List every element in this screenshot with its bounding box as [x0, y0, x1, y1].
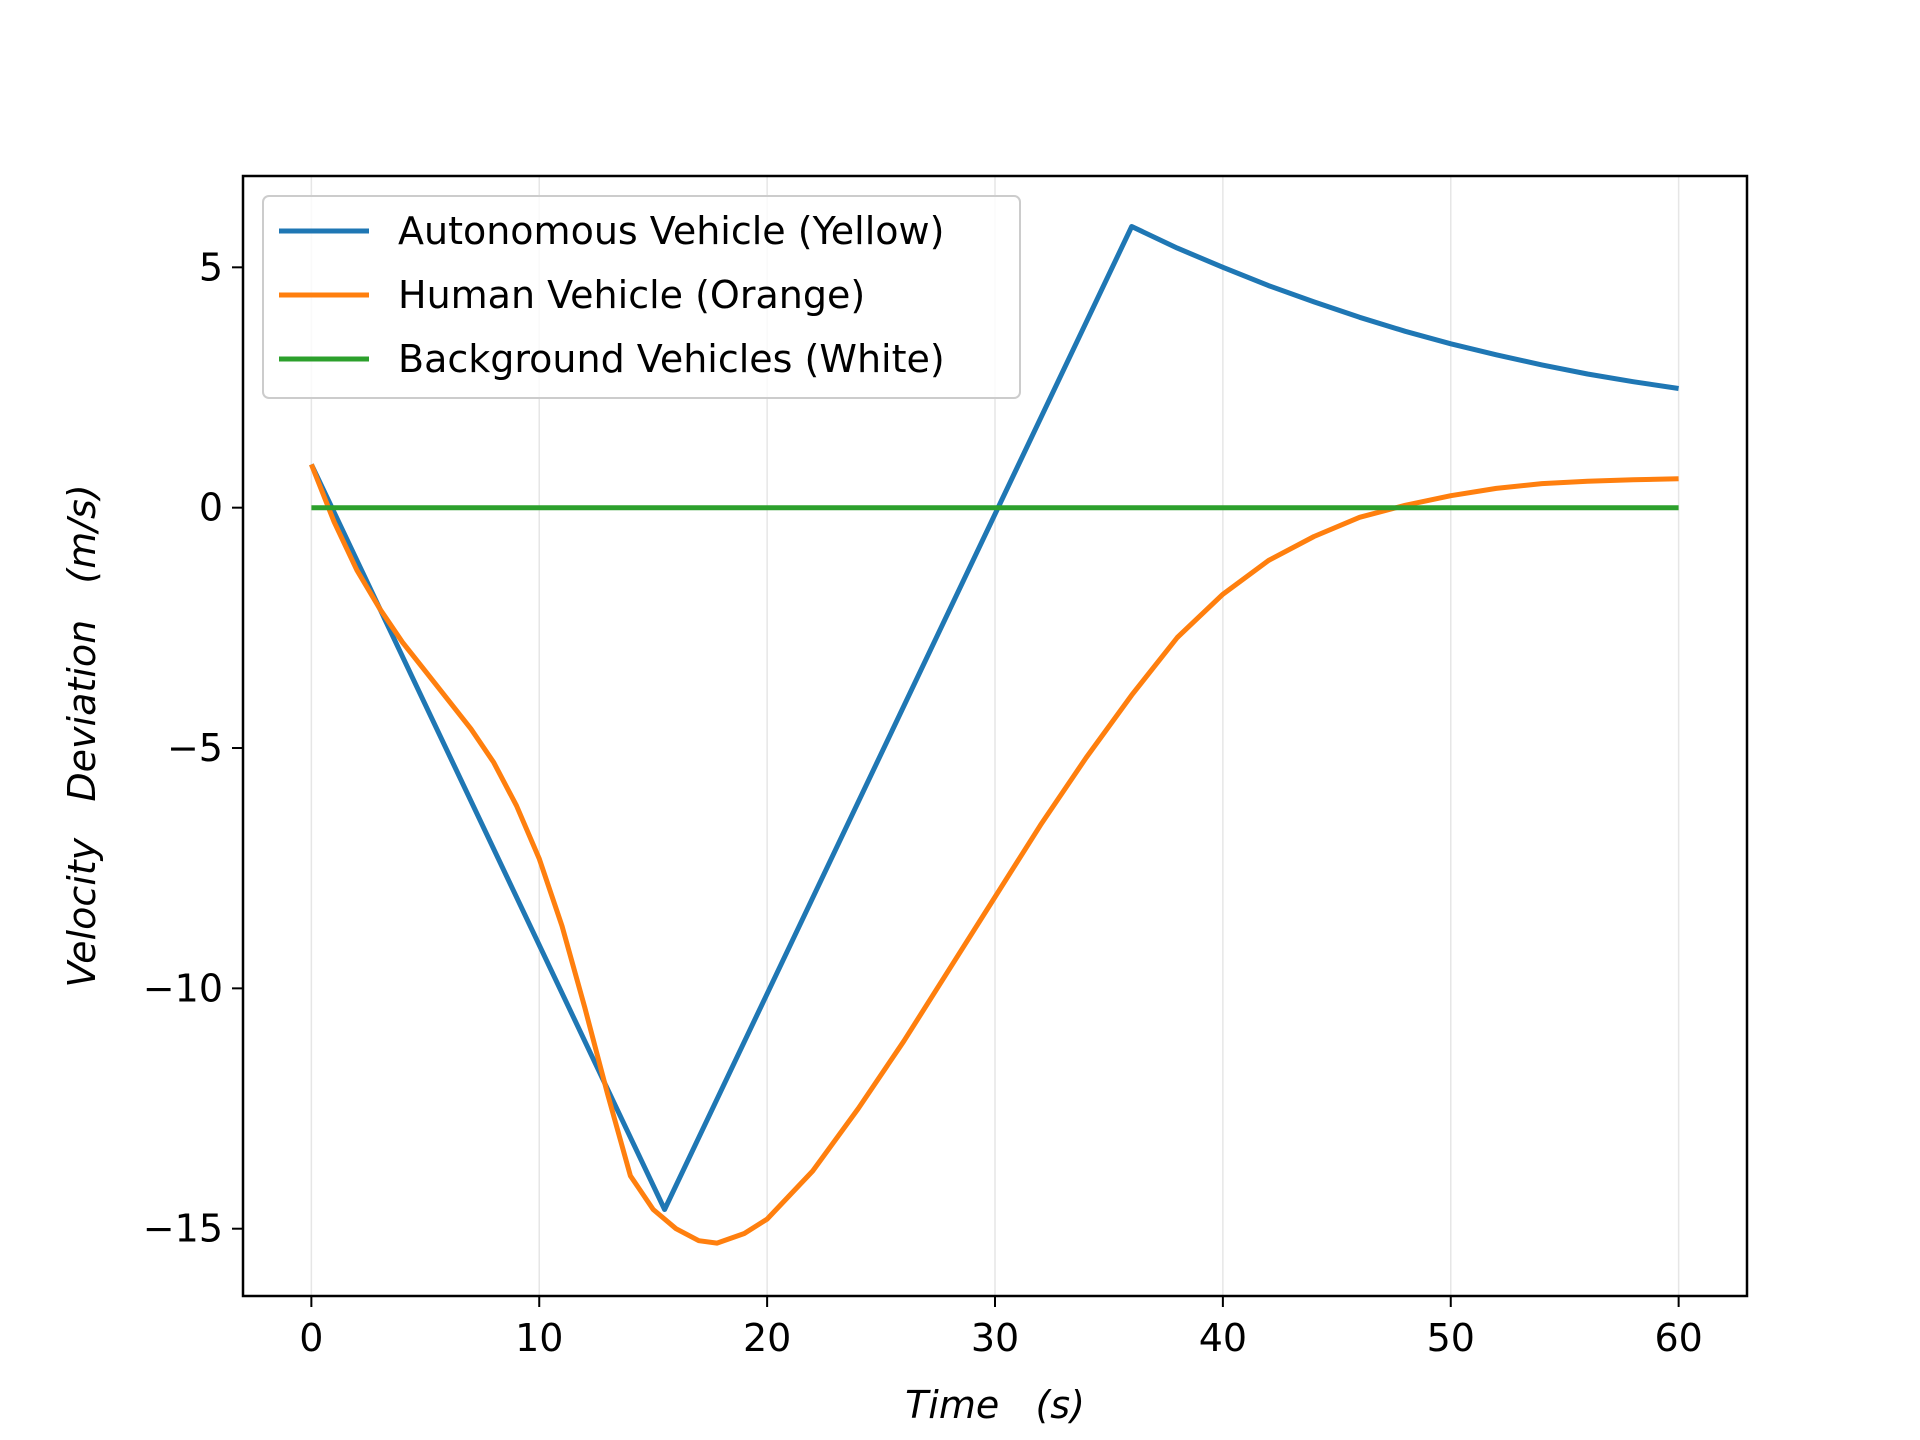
- y-axis-label: Velocity Deviation (m/s): [60, 484, 104, 987]
- series-line-1: [309, 224, 1679, 1212]
- y-tick-label: 5: [199, 245, 223, 289]
- x-tick-label: 50: [1427, 1316, 1475, 1360]
- series-line-2: [309, 463, 1679, 1246]
- y-tick-label: −5: [167, 726, 223, 770]
- y-tick-label: −15: [143, 1207, 223, 1251]
- x-tick-label: 40: [1199, 1316, 1247, 1360]
- y-tick-label: 0: [199, 486, 223, 530]
- x-axis-label: Time (s): [905, 1383, 1085, 1427]
- x-tick-label: 30: [971, 1316, 1019, 1360]
- series-layer: [309, 224, 1679, 1246]
- legend-label-1: Autonomous Vehicle (Yellow): [398, 209, 944, 253]
- legend-label-3: Background Vehicles (White): [398, 337, 945, 381]
- x-tick-label: 60: [1654, 1316, 1702, 1360]
- x-tick-label: 10: [515, 1316, 563, 1360]
- y-tick-label: −10: [143, 966, 223, 1010]
- x-tick-label: 0: [299, 1316, 323, 1360]
- x-tick-label: 20: [743, 1316, 791, 1360]
- legend-box: [262, 195, 1021, 399]
- legend: Autonomous Vehicle (Yellow) Human Vehicle…: [262, 195, 1021, 399]
- legend-label-2: Human Vehicle (Orange): [398, 273, 865, 317]
